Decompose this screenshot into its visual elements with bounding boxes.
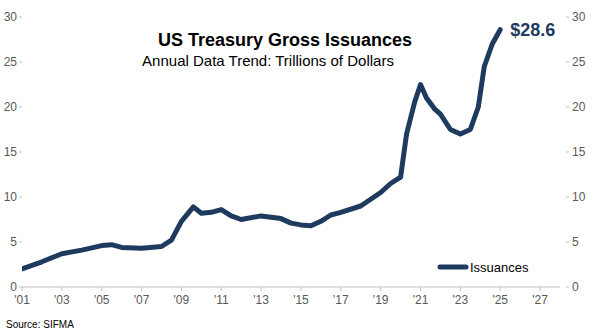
background bbox=[0, 0, 605, 336]
y2-tick bbox=[566, 152, 569, 153]
y-tick-label: 20 bbox=[4, 100, 18, 114]
x-tick bbox=[460, 287, 461, 291]
x-tick-label: '23 bbox=[453, 293, 469, 307]
y-tick-label: 0 bbox=[10, 280, 17, 294]
y2-tick-label: 15 bbox=[572, 145, 586, 159]
x-tick bbox=[22, 287, 23, 291]
y2-tick bbox=[566, 62, 569, 63]
y-tick bbox=[19, 17, 22, 18]
x-tick bbox=[340, 287, 341, 291]
y2-tick-label: 25 bbox=[572, 55, 586, 69]
x-tick-label: '01 bbox=[14, 293, 30, 307]
x-tick-label: '15 bbox=[293, 293, 309, 307]
x-tick-label: '11 bbox=[214, 293, 229, 307]
legend-label: Issuances bbox=[470, 260, 529, 275]
x-tick-label: '19 bbox=[373, 293, 389, 307]
x-tick bbox=[261, 287, 262, 291]
x-tick-label: '07 bbox=[134, 293, 150, 307]
y2-tick-label: 30 bbox=[572, 10, 586, 24]
plot-area bbox=[22, 30, 500, 269]
x-tick-label: '21 bbox=[413, 293, 429, 307]
x-tick bbox=[540, 287, 541, 291]
y-tick-label: 10 bbox=[4, 190, 18, 204]
x-tick bbox=[300, 287, 301, 291]
chart: 0 5 10 15 20 25 30 0 5 10 15 20 25 30 '01 '03 '05 '07 '09 '… bbox=[0, 0, 605, 336]
x-tick bbox=[181, 287, 182, 291]
y-tick-label: 25 bbox=[4, 55, 18, 69]
x-tick-label: '27 bbox=[532, 293, 548, 307]
y-tick bbox=[19, 242, 22, 243]
x-tick bbox=[500, 287, 501, 291]
legend-swatch bbox=[440, 265, 466, 270]
y-tick bbox=[19, 107, 22, 108]
y2-tick bbox=[566, 287, 569, 288]
x-tick bbox=[380, 287, 381, 291]
x-tick-label: '09 bbox=[174, 293, 190, 307]
x-tick-label: '05 bbox=[94, 293, 110, 307]
y-tick bbox=[19, 62, 22, 63]
x-tick bbox=[141, 287, 142, 291]
y-tick bbox=[19, 152, 22, 153]
x-tick bbox=[420, 287, 421, 291]
y-tick-label: 30 bbox=[4, 10, 18, 24]
y2-tick bbox=[566, 107, 569, 108]
x-tick-label: '03 bbox=[54, 293, 70, 307]
y2-tick bbox=[566, 17, 569, 18]
y-tick-label: 5 bbox=[10, 235, 17, 249]
x-tick-label: '13 bbox=[253, 293, 269, 307]
y-tick-label: 15 bbox=[4, 145, 18, 159]
x-tick bbox=[221, 287, 222, 291]
series-line bbox=[22, 30, 500, 269]
title: US Treasury Gross Issuances bbox=[158, 30, 412, 50]
subtitle: Annual Data Trend: Trillions of Dollars bbox=[142, 52, 394, 69]
y2-tick-label: 20 bbox=[572, 100, 586, 114]
y2-tick bbox=[566, 242, 569, 243]
x-tick bbox=[101, 287, 102, 291]
y2-tick-label: 0 bbox=[572, 280, 579, 294]
x-tick-label: '17 bbox=[333, 293, 349, 307]
y2-tick-label: 10 bbox=[572, 190, 586, 204]
source: Source: SIFMA bbox=[6, 319, 74, 330]
y2-tick-label: 5 bbox=[572, 235, 579, 249]
y2-tick bbox=[566, 197, 569, 198]
annotation: $28.6 bbox=[510, 20, 555, 40]
y-tick bbox=[19, 197, 22, 198]
x-axis-line bbox=[22, 287, 560, 288]
x-tick-label: '25 bbox=[492, 293, 508, 307]
x-tick bbox=[61, 287, 62, 291]
